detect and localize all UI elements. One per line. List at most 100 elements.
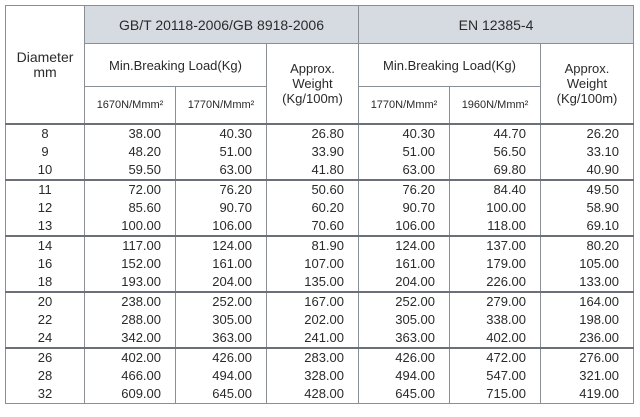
value-cell: 124.00 <box>358 235 450 255</box>
value-cell: 609.00 <box>84 385 176 404</box>
value-cell: 167.00 <box>266 291 359 311</box>
table-row: 13 100.00 106.00 70.60 106.00 118.00 69.10 <box>5 217 635 236</box>
diameter-cell: 18 <box>5 273 85 292</box>
value-cell: 164.00 <box>539 291 635 311</box>
value-cell: 100.00 <box>84 217 176 236</box>
value-cell: 70.60 <box>266 217 359 236</box>
value-cell: 161.00 <box>175 255 267 273</box>
grade-header: 1670N/Mmm² <box>84 86 176 125</box>
value-cell: 40.30 <box>175 123 267 143</box>
value-cell: 328.00 <box>266 367 359 385</box>
value-cell: 51.00 <box>175 143 267 161</box>
grade-header: 1770N/Mmm² <box>175 86 267 125</box>
value-cell: 107.00 <box>266 255 359 273</box>
group-title: EN 12385-4 <box>357 5 635 44</box>
table-row: 12 85.60 90.70 60.20 90.70 100.00 58.90 <box>5 199 635 217</box>
value-cell: 124.00 <box>175 235 267 255</box>
value-cell: 426.00 <box>358 347 450 367</box>
value-cell: 252.00 <box>175 291 267 311</box>
value-cell: 72.00 <box>84 179 176 199</box>
grade-header: 1960N/Mmm² <box>449 86 541 125</box>
value-cell: 363.00 <box>175 329 267 348</box>
load-header: Min.Breaking Load(Kg) <box>358 43 541 87</box>
diameter-cell: 24 <box>5 329 85 348</box>
load-header: Min.Breaking Load(Kg) <box>84 43 267 87</box>
table-row: 16 152.00 161.00 107.00 161.00 179.00 105.00 <box>5 255 635 273</box>
table-body: Diameter mm GB/T 20118-2006/GB 8918-2006 E… <box>5 5 635 404</box>
value-cell: 106.00 <box>358 217 450 236</box>
value-cell: 58.90 <box>539 199 635 217</box>
table-row: 8 38.00 40.30 26.80 40.30 44.70 26.20 <box>5 123 635 143</box>
value-cell: 137.00 <box>449 235 541 255</box>
value-cell: 202.00 <box>266 311 359 329</box>
table-row: 20 238.00 252.00 167.00 252.00 279.00 164.00 <box>5 291 635 311</box>
value-cell: 241.00 <box>266 329 359 348</box>
value-cell: 161.00 <box>358 255 450 273</box>
table-row: 11 72.00 76.20 50.60 76.20 84.40 49.50 <box>5 179 635 199</box>
value-cell: 90.70 <box>175 199 267 217</box>
value-cell: 402.00 <box>84 347 176 367</box>
table-row: 32 609.00 645.00 428.00 645.00 715.00 419.00 <box>5 385 635 404</box>
value-cell: 81.90 <box>266 235 359 255</box>
value-cell: 63.00 <box>358 161 450 180</box>
value-cell: 252.00 <box>358 291 450 311</box>
value-cell: 60.20 <box>266 199 359 217</box>
value-cell: 204.00 <box>358 273 450 292</box>
value-cell: 645.00 <box>175 385 267 404</box>
value-cell: 715.00 <box>449 385 541 404</box>
value-cell: 38.00 <box>84 123 176 143</box>
value-cell: 419.00 <box>539 385 635 404</box>
value-cell: 85.60 <box>84 199 176 217</box>
value-cell: 90.70 <box>358 199 450 217</box>
table-row: 10 59.50 63.00 41.80 63.00 69.80 40.90 <box>5 161 635 180</box>
value-cell: 118.00 <box>449 217 541 236</box>
value-cell: 49.50 <box>539 179 635 199</box>
diameter-cell: 14 <box>5 235 85 255</box>
value-cell: 133.00 <box>539 273 635 292</box>
diameter-cell: 9 <box>5 143 85 161</box>
value-cell: 428.00 <box>266 385 359 404</box>
value-cell: 117.00 <box>84 235 176 255</box>
value-cell: 50.60 <box>266 179 359 199</box>
value-cell: 105.00 <box>539 255 635 273</box>
value-cell: 152.00 <box>84 255 176 273</box>
table-row: 1670N/Mmm² 1770N/Mmm² 1770N/Mmm² 1960N/Mmm² <box>6 86 634 125</box>
value-cell: 44.70 <box>449 123 541 143</box>
value-cell: 135.00 <box>266 273 359 292</box>
rope-spec-table: Diameter mm GB/T 20118-2006/GB 8918-2006 E… <box>5 5 635 404</box>
diameter-cell: 11 <box>5 179 85 199</box>
value-cell: 472.00 <box>449 347 541 367</box>
value-cell: 69.10 <box>539 217 635 236</box>
value-cell: 51.00 <box>358 143 450 161</box>
value-cell: 321.00 <box>539 367 635 385</box>
diameter-cell: 22 <box>5 311 85 329</box>
diameter-cell: 16 <box>5 255 85 273</box>
diameter-cell: 26 <box>5 347 85 367</box>
value-cell: 338.00 <box>449 311 541 329</box>
value-cell: 69.80 <box>449 161 541 180</box>
diameter-cell: 8 <box>5 123 85 143</box>
value-cell: 645.00 <box>358 385 450 404</box>
value-cell: 100.00 <box>449 199 541 217</box>
value-cell: 466.00 <box>84 367 176 385</box>
group-title: GB/T 20118-2006/GB 8918-2006 <box>84 5 359 44</box>
table-row: 14 117.00 124.00 81.90 124.00 137.00 80.20 <box>5 235 635 255</box>
value-cell: 33.90 <box>266 143 359 161</box>
value-cell: 342.00 <box>84 329 176 348</box>
value-cell: 305.00 <box>358 311 450 329</box>
value-cell: 106.00 <box>175 217 267 236</box>
value-cell: 279.00 <box>449 291 541 311</box>
diameter-cell: 10 <box>5 161 85 180</box>
table-row: 18 193.00 204.00 135.00 204.00 226.00 133.00 <box>5 273 635 292</box>
value-cell: 59.50 <box>84 161 176 180</box>
diameter-cell: 28 <box>5 367 85 385</box>
value-cell: 363.00 <box>358 329 450 348</box>
table-row: Min.Breaking Load(Kg) Approx. Weight (Kg/… <box>6 43 635 125</box>
diameter-cell: 12 <box>5 199 85 217</box>
value-cell: 283.00 <box>266 347 359 367</box>
table-row: 9 48.20 51.00 33.90 51.00 56.50 33.10 <box>5 143 635 161</box>
value-cell: 26.80 <box>266 123 359 143</box>
value-cell: 276.00 <box>539 347 635 367</box>
value-cell: 48.20 <box>84 143 176 161</box>
